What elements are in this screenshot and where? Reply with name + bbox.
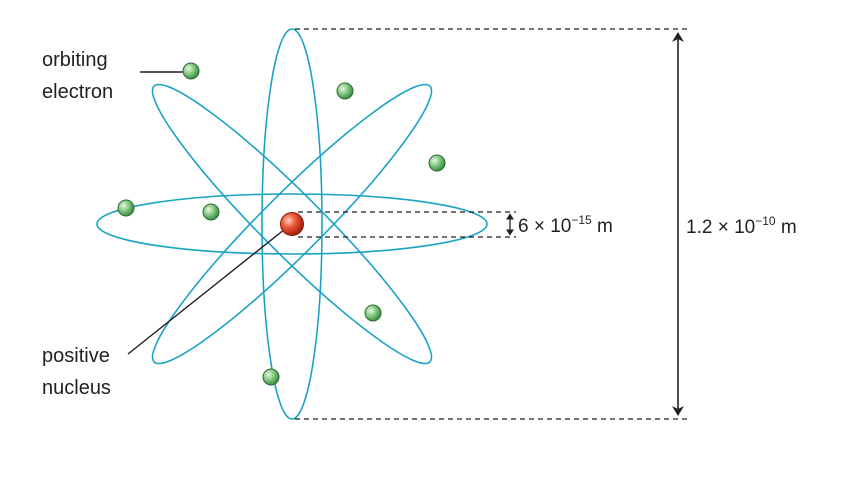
atom-size-mantissa: 1.2 × 10 bbox=[686, 217, 755, 238]
nucleus bbox=[281, 213, 304, 236]
electron bbox=[365, 305, 381, 321]
nucleus-size-unit: m bbox=[592, 216, 613, 237]
nucleus-label-line1: positive bbox=[42, 345, 110, 367]
atom-size-unit: m bbox=[776, 217, 797, 238]
atom-size-exponent: −10 bbox=[755, 214, 776, 228]
electron bbox=[263, 369, 279, 385]
electron bbox=[183, 63, 199, 79]
electron-label-line1: orbiting bbox=[42, 49, 108, 71]
electron bbox=[203, 204, 219, 220]
electron bbox=[118, 200, 134, 216]
nucleus-label-line2: nucleus bbox=[42, 377, 111, 399]
dimension-lines bbox=[295, 29, 690, 419]
nucleus-size-label: 6 × 10−15 m bbox=[518, 213, 613, 237]
atom-size-label: 1.2 × 10−10 m bbox=[686, 214, 797, 238]
nucleus-size-mantissa: 6 × 10 bbox=[518, 216, 571, 237]
electron bbox=[429, 155, 445, 171]
nucleus-leader-line bbox=[128, 229, 285, 354]
electron-label-line2: electron bbox=[42, 81, 113, 103]
nucleus-size-exponent: −15 bbox=[571, 213, 592, 227]
electron bbox=[337, 83, 353, 99]
